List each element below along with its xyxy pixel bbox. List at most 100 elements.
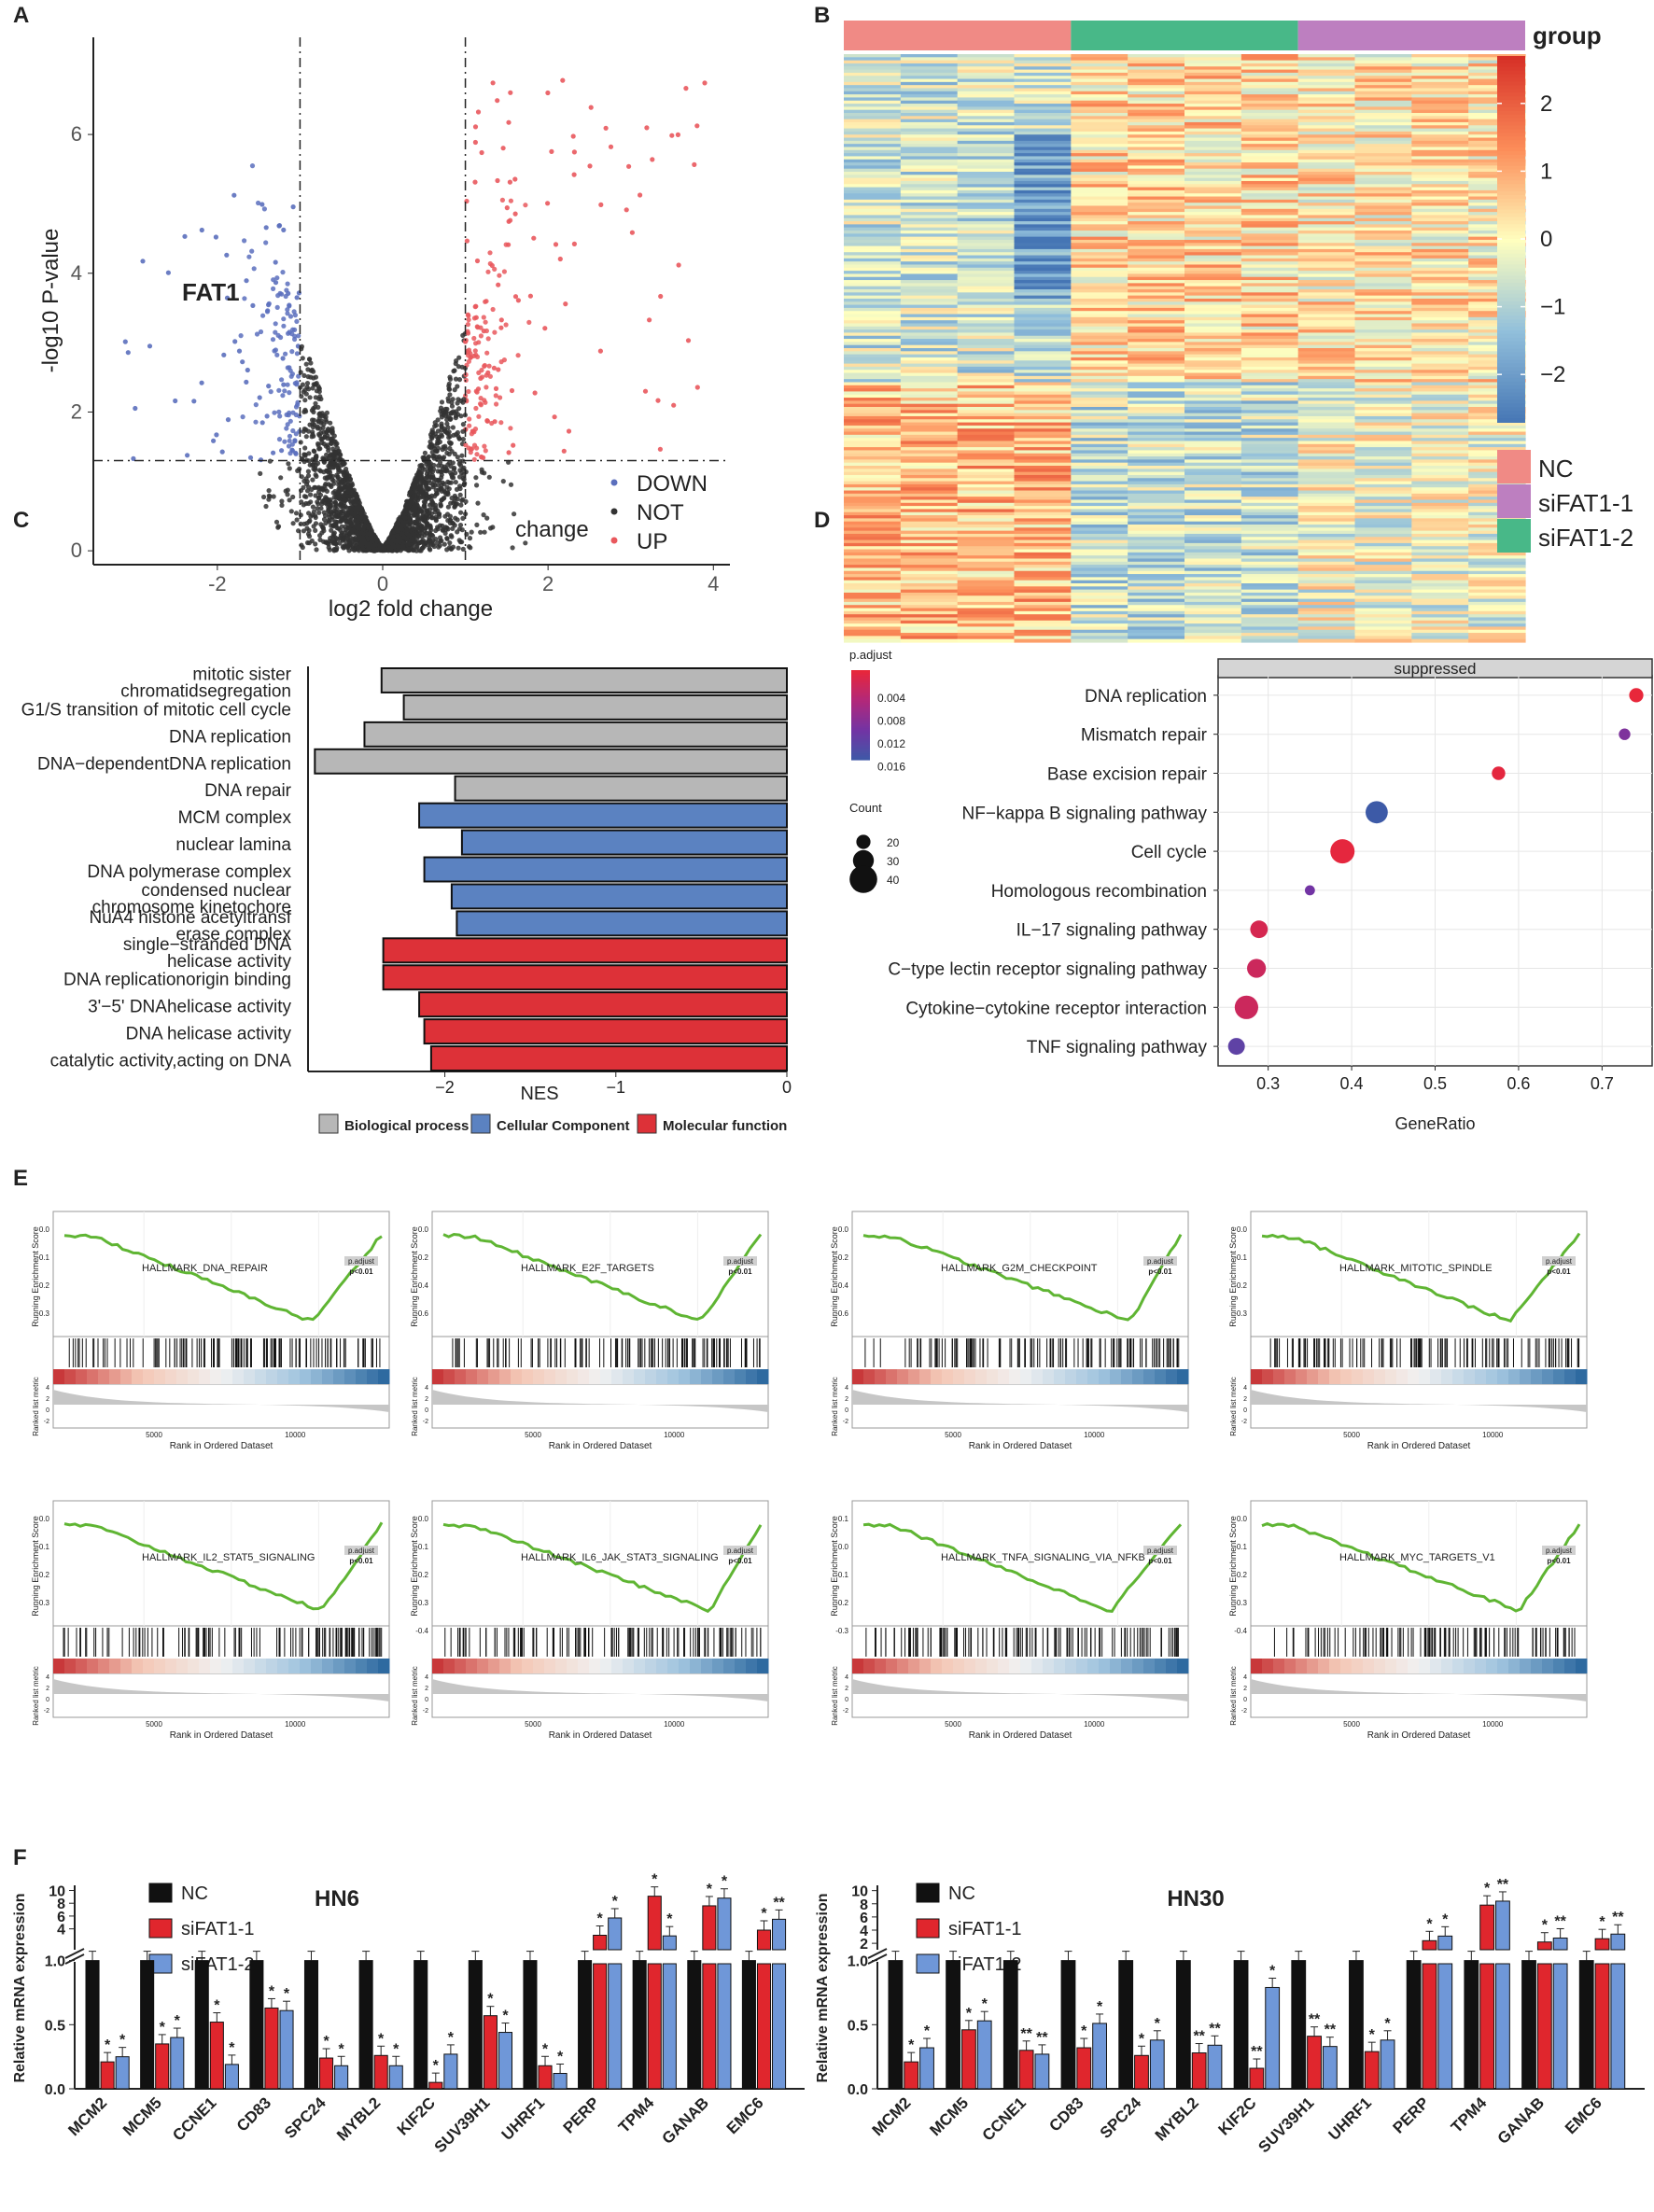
y-tick-label: 0 [71, 539, 82, 562]
heatmap-cell [900, 567, 959, 572]
heatmap-cell [1297, 586, 1356, 591]
heatmap-cell [1468, 410, 1526, 414]
heatmap-cell [1071, 221, 1128, 225]
volcano-point [433, 448, 439, 454]
volcano-point [486, 474, 492, 480]
heatmap-cell [1468, 366, 1526, 371]
heatmap-cell [1468, 342, 1526, 346]
volcano-point [437, 513, 442, 520]
heatmap-cell [900, 177, 959, 182]
heatmap-cell [844, 134, 902, 139]
heatmap-cell [900, 289, 959, 293]
heatmap-cell [1128, 453, 1185, 457]
heatmap-cell [1071, 76, 1128, 80]
volcano-point [358, 511, 364, 516]
volcano-point [267, 494, 273, 499]
heatmap-cell [1014, 97, 1072, 102]
volcano-point [140, 259, 146, 264]
heatmap-cell [1354, 128, 1412, 133]
heatmap-cell [1184, 558, 1242, 563]
volcano-point [441, 455, 446, 461]
heatmap-cell [1354, 199, 1412, 203]
heatmap-cell [1128, 552, 1185, 556]
heatmap-cell [1014, 125, 1072, 130]
heatmap-cell [1240, 493, 1299, 497]
heatmap-cell [1468, 106, 1526, 111]
heatmap-cell [900, 344, 959, 349]
heatmap-cell [1184, 567, 1242, 572]
heatmap-cell [957, 236, 1016, 241]
volcano-point [570, 133, 576, 139]
heatmap-cell [1411, 283, 1469, 287]
heatmap-cell [1411, 620, 1469, 624]
heatmap-cell [1297, 119, 1356, 123]
heatmap-cell [1071, 162, 1128, 166]
heatmap-cell [957, 180, 1016, 185]
heatmap-cell [1354, 407, 1412, 411]
heatmap-cell [1297, 289, 1356, 293]
volcano-point [259, 420, 265, 426]
volcano-point [257, 395, 262, 400]
volcano-point [173, 398, 178, 404]
volcano-point [405, 546, 411, 552]
heatmap-cell [900, 379, 959, 384]
volcano-point [280, 270, 286, 275]
heatmap-cell [1468, 592, 1526, 596]
heatmap-cell [1184, 391, 1242, 396]
heatmap-cell [844, 533, 902, 538]
heatmap-cell [1297, 363, 1356, 368]
volcano-point [133, 405, 138, 412]
volcano-point [329, 523, 334, 528]
heatmap-cell [844, 301, 902, 306]
volcano-point [352, 506, 357, 511]
volcano-point [506, 450, 512, 455]
volcano-point [285, 281, 290, 287]
volcano-point [457, 474, 463, 480]
heatmap-cell [1014, 360, 1072, 365]
heatmap-cell [1411, 499, 1469, 504]
heatmap-cell [1240, 533, 1299, 538]
heatmap-cell [1240, 614, 1299, 619]
heatmap-cell [900, 283, 959, 287]
heatmap-cell [844, 239, 902, 244]
heatmap-cell [844, 539, 902, 544]
volcano-point [457, 458, 463, 464]
heatmap-cell [1468, 462, 1526, 467]
heatmap-cell [1354, 91, 1412, 95]
volcano-point [403, 520, 409, 525]
heatmap-cell [1184, 212, 1242, 217]
heatmap-cell [900, 366, 959, 371]
heatmap-cell [1297, 372, 1356, 377]
heatmap-cell [1128, 558, 1185, 563]
heatmap-cell [1468, 546, 1526, 551]
volcano-point [484, 385, 489, 390]
volcano-point [496, 282, 501, 287]
volcano-point [456, 545, 461, 551]
heatmap-cell [1014, 388, 1072, 393]
heatmap-cell [1297, 159, 1356, 163]
heatmap-cell [1128, 537, 1185, 541]
volcano-point [694, 385, 700, 390]
heatmap-cell [844, 598, 902, 603]
volcano-point [323, 495, 329, 500]
heatmap-cell [1071, 438, 1128, 442]
heatmap-cell [1297, 598, 1356, 603]
heatmap-cell [1354, 147, 1412, 151]
heatmap-cell [1354, 415, 1412, 420]
heatmap-cell [1184, 403, 1242, 408]
heatmap-cell [957, 57, 1016, 62]
heatmap-cell [1468, 391, 1526, 396]
heatmap-cell [1297, 537, 1356, 541]
heatmap-cell [1184, 565, 1242, 569]
heatmap-cell [1071, 215, 1128, 219]
volcano-point [430, 483, 436, 488]
heatmap-cell [1354, 162, 1412, 166]
heatmap-cell [1354, 329, 1412, 334]
heatmap-cell [1014, 177, 1072, 182]
heatmap-cell [1468, 372, 1526, 377]
volcano-point [495, 98, 500, 104]
volcano-point [460, 422, 466, 427]
volcano-point [444, 421, 450, 427]
heatmap-cell [900, 431, 959, 436]
heatmap-cell [1354, 555, 1412, 560]
